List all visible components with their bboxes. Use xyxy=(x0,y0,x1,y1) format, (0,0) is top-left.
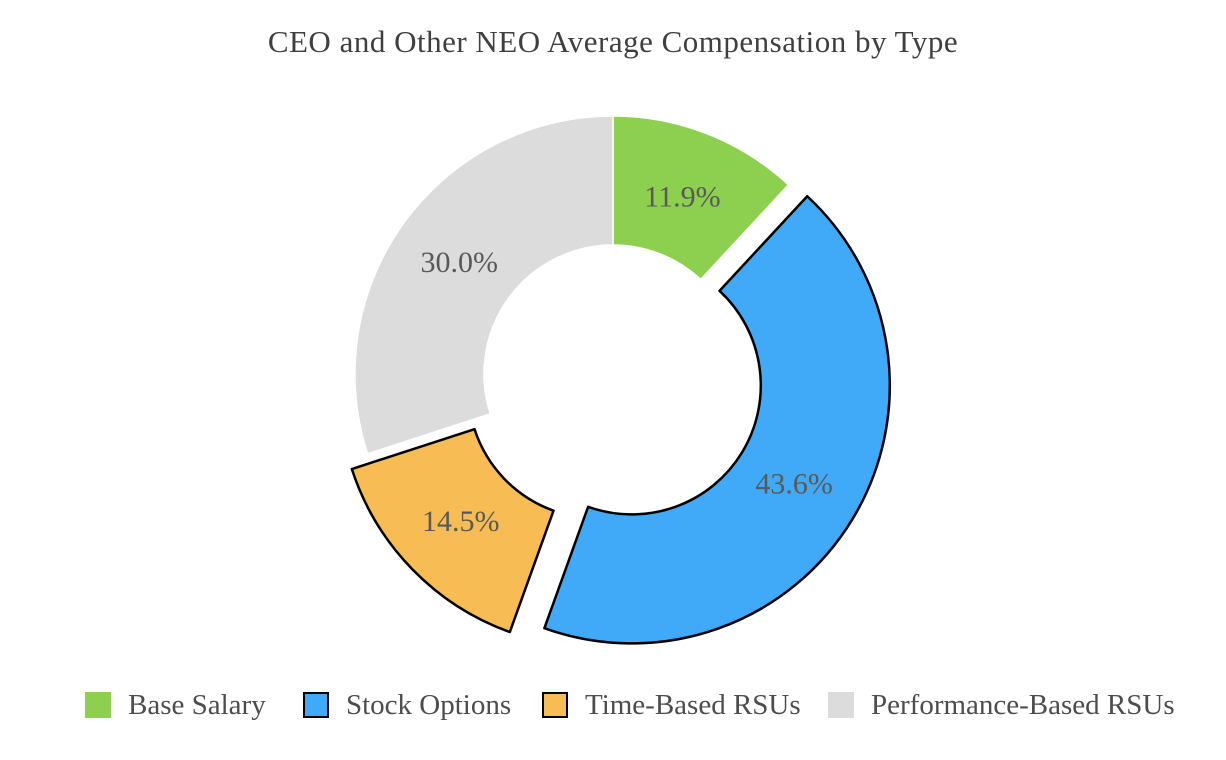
slice-stock-options xyxy=(543,195,892,645)
chart-title: CEO and Other NEO Average Compensation b… xyxy=(267,24,959,59)
slice-percentage-label: 43.6% xyxy=(755,468,833,501)
slice-percentage-label: 14.5% xyxy=(422,505,500,538)
slice-percentage-label: 11.9% xyxy=(644,181,720,214)
slice-performance-based-rsus xyxy=(354,115,614,455)
slice-time-based-rsus xyxy=(350,427,555,634)
slice-base-salary xyxy=(612,115,790,281)
slice-percentage-label: 30.0% xyxy=(421,246,499,279)
